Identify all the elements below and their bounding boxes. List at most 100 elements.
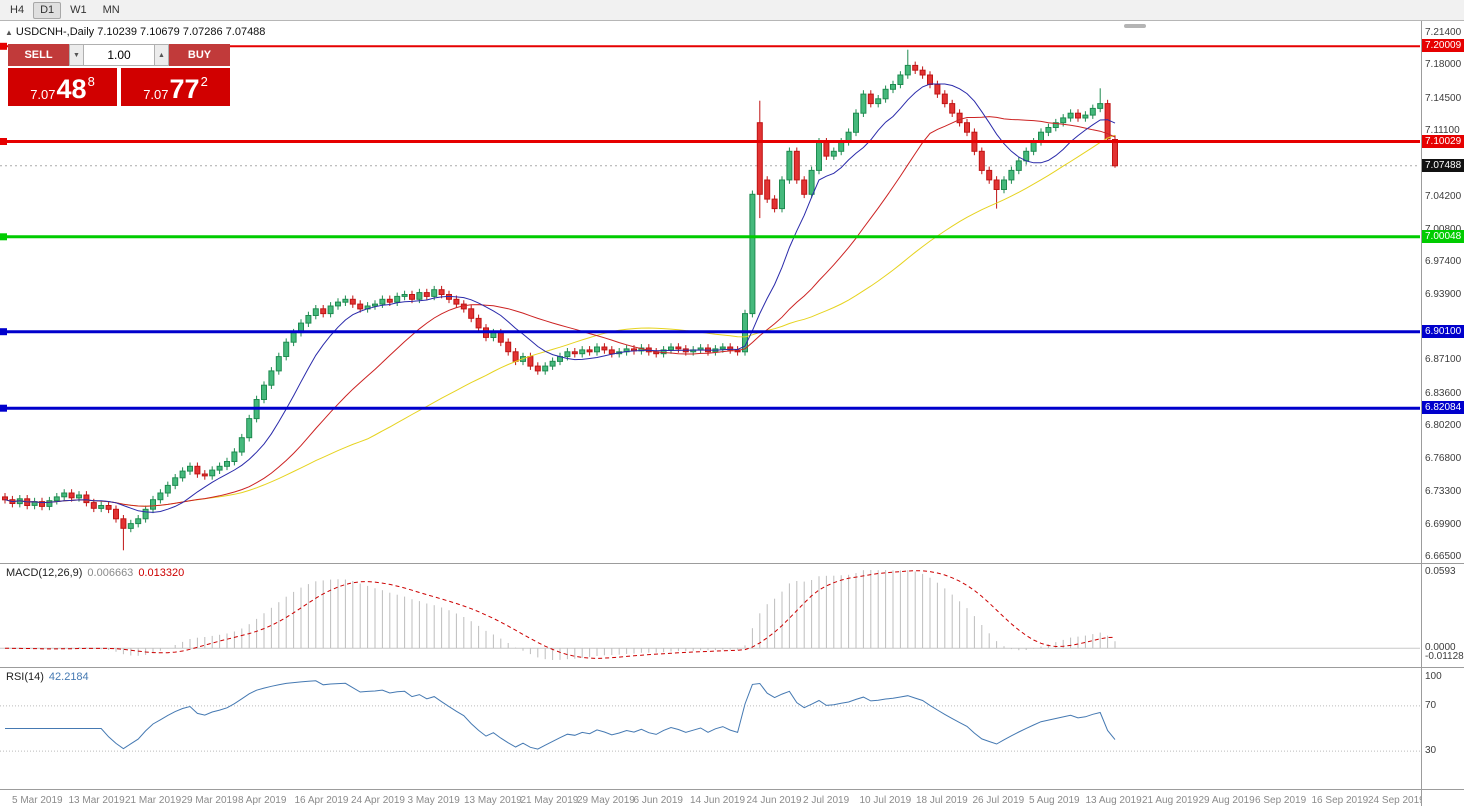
candle[interactable]	[860, 90, 867, 117]
timeframe-button-w1[interactable]: W1	[70, 3, 87, 16]
candle[interactable]	[601, 343, 608, 354]
candle[interactable]	[453, 295, 460, 308]
candle[interactable]	[919, 66, 926, 79]
candle[interactable]	[201, 470, 208, 480]
candle[interactable]	[320, 305, 327, 318]
candle[interactable]	[275, 352, 282, 375]
candle[interactable]	[224, 457, 230, 471]
candle[interactable]	[964, 118, 970, 137]
candle[interactable]	[120, 515, 127, 551]
candle[interactable]	[934, 80, 941, 98]
candle[interactable]	[216, 462, 223, 475]
candle[interactable]	[771, 195, 778, 213]
candle[interactable]	[890, 80, 896, 94]
candle[interactable]	[172, 474, 179, 490]
candle[interactable]	[1001, 176, 1007, 194]
candle[interactable]	[312, 305, 319, 320]
candle[interactable]	[727, 343, 734, 354]
candle[interactable]	[157, 489, 164, 504]
candle[interactable]	[912, 61, 919, 74]
candle[interactable]	[808, 166, 815, 199]
candle[interactable]	[623, 345, 630, 356]
candle[interactable]	[135, 515, 142, 528]
candle[interactable]	[668, 343, 674, 354]
candle[interactable]	[882, 85, 889, 103]
candle[interactable]	[505, 338, 512, 356]
candle[interactable]	[571, 348, 578, 358]
candle[interactable]	[779, 176, 785, 213]
candle[interactable]	[756, 100, 763, 219]
candle[interactable]	[557, 352, 563, 366]
candle[interactable]	[904, 49, 911, 79]
candle[interactable]	[594, 343, 600, 356]
candle[interactable]	[46, 496, 53, 511]
candle[interactable]	[335, 298, 341, 310]
price-line-7.20009[interactable]	[0, 42, 1420, 50]
candle[interactable]	[98, 501, 105, 513]
candle[interactable]	[475, 314, 482, 332]
candle[interactable]	[342, 295, 349, 307]
candle[interactable]	[283, 338, 290, 361]
candle[interactable]	[164, 481, 171, 497]
candle[interactable]	[1052, 118, 1059, 132]
candle[interactable]	[1075, 109, 1081, 122]
candle[interactable]	[816, 138, 822, 175]
sell-price-box[interactable]: 7.07 48 8	[8, 68, 117, 106]
candle[interactable]	[194, 462, 201, 478]
candle[interactable]	[867, 90, 874, 108]
candle[interactable]	[653, 348, 660, 358]
candle[interactable]	[801, 176, 808, 199]
candle[interactable]	[897, 71, 904, 89]
candle[interactable]	[209, 466, 216, 480]
candle[interactable]	[949, 99, 956, 117]
candle[interactable]	[542, 362, 549, 375]
candle[interactable]	[357, 300, 364, 313]
candle[interactable]	[786, 147, 793, 184]
candle[interactable]	[660, 346, 667, 358]
candle[interactable]	[83, 491, 90, 507]
candle[interactable]	[830, 147, 837, 160]
candle[interactable]	[438, 285, 445, 299]
buy-price-box[interactable]: 7.07 77 2	[121, 68, 230, 106]
candle[interactable]	[1104, 99, 1111, 143]
volume-increase-button[interactable]: ▲	[154, 44, 169, 66]
candle[interactable]	[697, 344, 704, 354]
candle[interactable]	[379, 295, 386, 308]
candle[interactable]	[1067, 109, 1074, 122]
candle[interactable]	[68, 489, 75, 502]
candle[interactable]	[793, 147, 800, 184]
price-line-6.90100[interactable]	[0, 328, 1420, 336]
candle[interactable]	[468, 305, 475, 323]
candle[interactable]	[549, 357, 556, 370]
sell-button[interactable]: SELL	[8, 44, 69, 66]
candle[interactable]	[764, 176, 771, 203]
timeframe-button-h4[interactable]: H4	[10, 3, 25, 16]
candle[interactable]	[261, 381, 267, 404]
candle[interactable]	[61, 489, 68, 501]
candle[interactable]	[305, 311, 312, 327]
candle[interactable]	[1015, 157, 1022, 175]
line-handle-icon[interactable]	[0, 328, 7, 336]
candle[interactable]	[113, 505, 119, 523]
candle[interactable]	[1045, 123, 1052, 137]
candle[interactable]	[394, 292, 401, 306]
line-handle-icon[interactable]	[0, 42, 7, 50]
line-handle-icon[interactable]	[0, 138, 7, 145]
candle[interactable]	[31, 497, 38, 510]
candle[interactable]	[941, 90, 948, 108]
pane-separator-time[interactable]	[0, 789, 1464, 790]
candle[interactable]	[978, 147, 985, 175]
candle[interactable]	[749, 190, 756, 318]
pane-separator-macd[interactable]	[0, 563, 1464, 564]
candle[interactable]	[1008, 166, 1015, 184]
candle[interactable]	[142, 505, 149, 523]
volume-input[interactable]	[84, 44, 154, 66]
candle[interactable]	[372, 300, 378, 310]
candle[interactable]	[1082, 111, 1089, 122]
volume-decrease-button[interactable]: ▼	[69, 44, 84, 66]
candle[interactable]	[1023, 147, 1030, 165]
candle[interactable]	[986, 166, 993, 184]
candle[interactable]	[586, 346, 593, 356]
candle[interactable]	[608, 346, 615, 358]
candle[interactable]	[579, 346, 586, 358]
